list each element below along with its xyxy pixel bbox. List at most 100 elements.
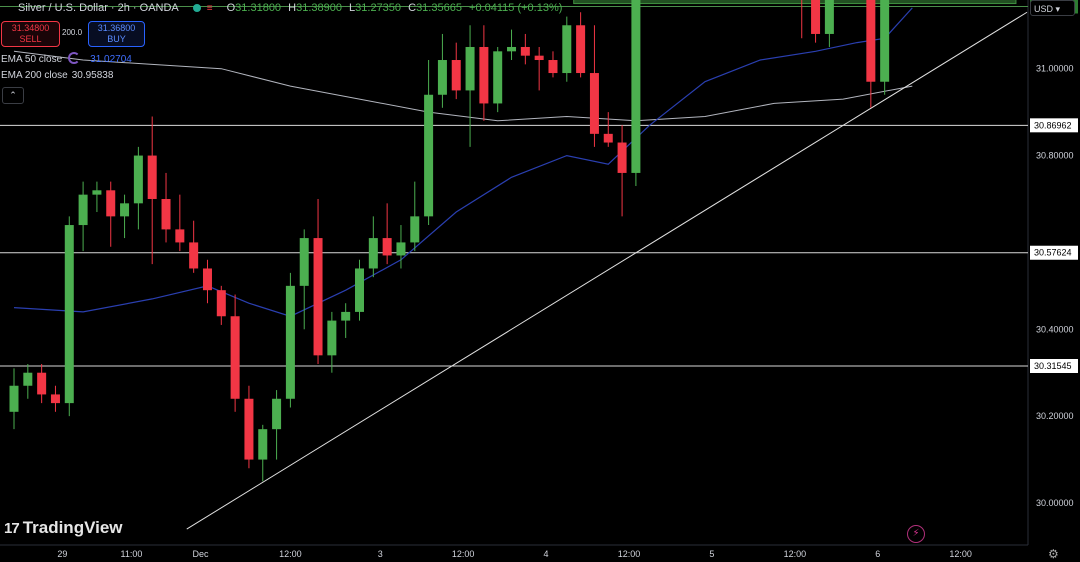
- ohlc-readout: O31.31800 H31.38900 L31.27350 C31.35665 …: [226, 2, 563, 14]
- x-tick-label: 6: [875, 549, 880, 559]
- candle-body: [576, 25, 586, 74]
- candle-body: [341, 311, 351, 321]
- candle-body: [534, 55, 544, 61]
- candle-body: [507, 46, 517, 52]
- candle-body: [189, 242, 199, 269]
- x-tick-label: 4: [544, 549, 549, 559]
- candle-body: [202, 268, 212, 291]
- candle-body: [603, 133, 613, 143]
- candle-body: [479, 46, 489, 104]
- trendline: [186, 11, 1028, 530]
- y-tick-label: 31.00000: [1036, 64, 1074, 74]
- candle-body: [589, 73, 599, 134]
- sell-price: 31.34800: [11, 23, 50, 33]
- candle-body: [811, 0, 821, 34]
- candle-body: [258, 429, 268, 460]
- candle-body: [880, 0, 890, 82]
- candle-body: [355, 268, 364, 312]
- candle-body: [465, 46, 475, 91]
- buy-label: BUY: [107, 34, 126, 44]
- candle-body: [216, 290, 226, 317]
- chart-header: Silver / U.S. Dollar · 2h · OANDA ≡ O31.…: [0, 0, 562, 16]
- x-tick-label: 12:00: [618, 549, 641, 559]
- candle-body: [382, 238, 392, 256]
- ema50-legend[interactable]: EMA 50 close 31.02704: [1, 52, 132, 65]
- candle-body: [78, 194, 88, 226]
- symbol-title[interactable]: Silver / U.S. Dollar · 2h · OANDA: [18, 2, 179, 14]
- collapse-legend-button[interactable]: ⌃: [2, 87, 24, 104]
- candle-body: [37, 372, 47, 395]
- low-value: 31.27350: [355, 2, 402, 14]
- ema200-line: [13, 50, 913, 122]
- candle-body: [437, 60, 447, 95]
- candle-body: [424, 94, 434, 217]
- x-tick-label: 11:00: [121, 549, 143, 559]
- open-value: 31.31800: [235, 2, 282, 14]
- x-tick-label: 12:00: [452, 549, 475, 559]
- tradingview-logo: 17 TradingView: [4, 518, 123, 537]
- gear-icon[interactable]: ⚙: [1048, 547, 1059, 561]
- candle-body: [617, 142, 627, 173]
- market-status-icon: [192, 4, 201, 12]
- level-price-tag: [1030, 359, 1078, 374]
- level-price-label: 30.31545: [1034, 361, 1072, 371]
- close-value: 31.35665: [416, 2, 462, 14]
- x-tick-label: 3: [378, 549, 383, 559]
- buy-price: 31.36800: [97, 23, 136, 33]
- consolidation-zone: [573, 0, 1017, 5]
- sell-label: SELL: [19, 34, 42, 44]
- candle-body: [631, 0, 641, 173]
- candle-body: [23, 372, 33, 386]
- candle-body: [493, 51, 503, 104]
- candle-body: [64, 225, 74, 404]
- ema200-legend[interactable]: EMA 200 close 30.95838: [1, 70, 114, 81]
- candle-body: [133, 155, 143, 204]
- candle-body: [520, 46, 530, 56]
- y-tick-label: 30.20000: [1036, 411, 1074, 421]
- x-tick-label: 12:00: [784, 549, 807, 559]
- flag-icon[interactable]: ≡: [206, 2, 213, 14]
- candle-body: [327, 320, 337, 356]
- candle-body: [410, 216, 420, 243]
- candle-body: [175, 229, 185, 243]
- level-price-tag: [1030, 245, 1078, 260]
- level-price-label: 30.57624: [1034, 248, 1072, 258]
- candle-body: [161, 198, 171, 230]
- level-price-label: 30.86962: [1034, 120, 1072, 130]
- loading-icon: [68, 52, 81, 64]
- x-tick-label: 5: [709, 549, 714, 559]
- level-price-tag: [1030, 118, 1078, 133]
- candle-body: [272, 398, 282, 430]
- tradingview-logo-icon: 17: [4, 519, 20, 537]
- buy-button[interactable]: 31.36800 BUY: [88, 21, 145, 47]
- currency-selector[interactable]: USD ▾: [1030, 0, 1075, 16]
- candle-body: [368, 238, 378, 269]
- candle-body: [548, 60, 558, 74]
- x-tick-label: 12:00: [279, 549, 302, 559]
- candle-body: [50, 394, 60, 404]
- sell-button[interactable]: 31.34800 SELL: [1, 21, 60, 47]
- x-tick-label: 29: [57, 549, 67, 559]
- change-value: +0.04115 (+0.13%): [469, 2, 563, 14]
- lightning-icon[interactable]: ⚡: [907, 525, 925, 543]
- candle-body: [106, 190, 116, 217]
- candle-body: [866, 0, 876, 82]
- candle-body: [824, 0, 834, 34]
- candle-body: [230, 316, 240, 399]
- candle-body: [92, 190, 102, 195]
- candle-body: [451, 60, 461, 91]
- candle-body: [562, 25, 572, 74]
- candle-body: [9, 385, 19, 412]
- high-value: 31.38900: [296, 2, 342, 14]
- candle-body: [396, 242, 406, 256]
- candle-body: [244, 398, 254, 460]
- candle-body: [120, 203, 130, 217]
- x-tick-label: Dec: [193, 549, 210, 559]
- candle-body: [313, 238, 323, 356]
- x-tick-label: 12:00: [949, 549, 972, 559]
- candle-body: [285, 285, 295, 399]
- y-tick-label: 30.80000: [1036, 151, 1074, 161]
- y-tick-label: 30.00000: [1036, 498, 1074, 508]
- spread-value: 200.0: [62, 28, 83, 37]
